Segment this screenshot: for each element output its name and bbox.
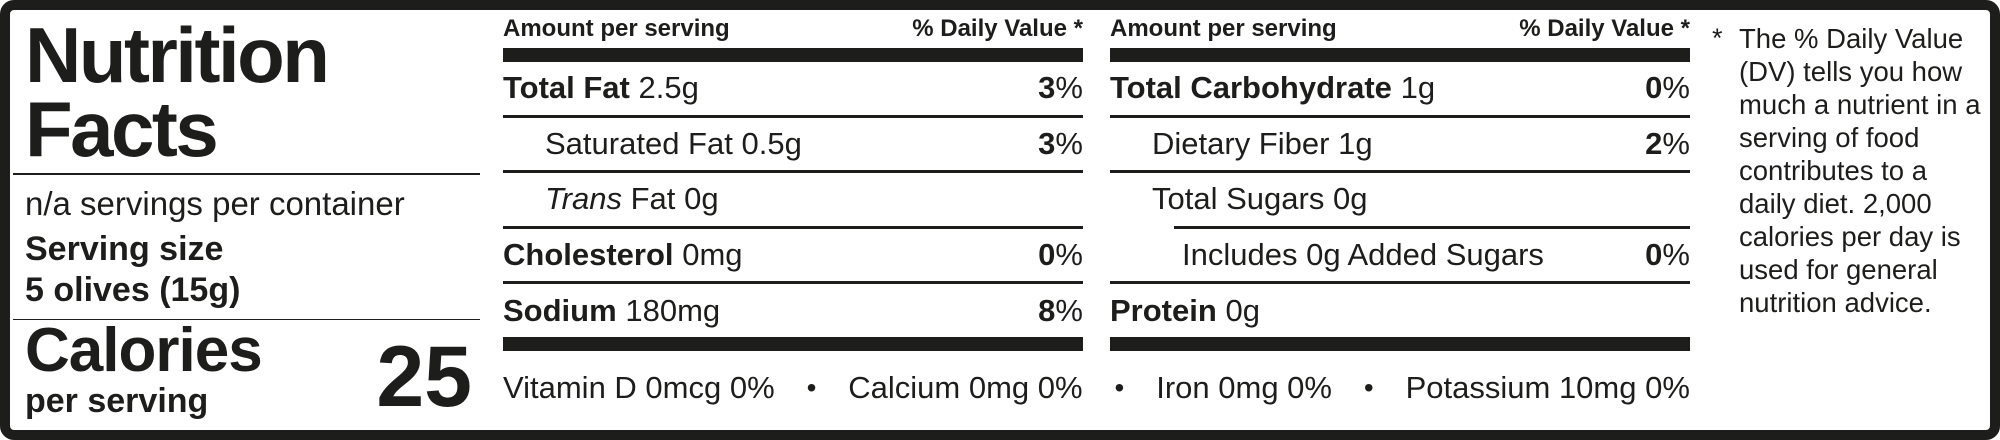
nutrient-amount: 1g (1400, 70, 1436, 106)
title-line-2: Facts (25, 85, 219, 174)
servings-per-container: n/a servings per container (25, 184, 405, 222)
daily-value: 2% (1645, 125, 1690, 161)
nutrient-name: Saturated Fat (545, 125, 733, 161)
nutrient-amount: 180mg (625, 292, 721, 328)
nutrient-row-dietary-fiber: Dietary Fiber 1g 2% (1110, 118, 1690, 171)
daily-value: 0% (1038, 237, 1083, 273)
nutrient-row-total-carbohydrate: Total Carbohydrate 1g 0% (1110, 62, 1690, 115)
nutrient-row-added-sugars: Includes 0g Added Sugars 0% (1110, 229, 1690, 282)
nutrient-amount: 0mg (682, 237, 743, 273)
divider-indented (1174, 225, 1690, 229)
footnote-asterisk: * (1712, 23, 1723, 53)
daily-value: 0% (1645, 237, 1690, 273)
nutrient-column-carb-protein: Amount per serving % Daily Value * Total… (1110, 10, 1690, 351)
calories-sublabel: per serving (25, 382, 209, 421)
nutrient-name: Cholesterol (503, 237, 674, 273)
title-line-1: Nutrition (25, 11, 330, 99)
divider (503, 281, 1083, 285)
nutrient-columns: Amount per serving % Daily Value * Total… (503, 10, 1690, 351)
nutrient-row-cholesterol: Cholesterol 0mg 0% (503, 229, 1083, 282)
thick-bar (503, 48, 1083, 62)
nutrient-amount: 0g (684, 181, 719, 217)
nutrient-row-saturated-fat: Saturated Fat 0.5g 3% (503, 118, 1083, 171)
divider (503, 114, 1083, 118)
divider (1110, 170, 1690, 174)
calories-labels: Calories per serving (25, 316, 263, 421)
nutrient-name: Includes 0g Added Sugars (1182, 237, 1544, 273)
nutrient-name: Protein (1110, 292, 1217, 328)
thick-bar (503, 336, 1083, 351)
daily-value-footnote: * The % Daily Value (DV) tells you how m… (1700, 10, 1990, 430)
nutrient-row-sodium: Sodium 180mg 8% (503, 284, 1083, 337)
divider (503, 170, 1083, 174)
nutrients-section: Amount per serving % Daily Value * Total… (490, 10, 1700, 430)
amount-per-serving-header: Amount per serving (1110, 15, 1337, 42)
nutrient-name: Fat (630, 181, 676, 217)
thick-bar (1110, 48, 1690, 62)
nutrient-amount: 0g (1333, 181, 1368, 217)
nutrient-amount: 0g (1225, 292, 1260, 328)
thick-bar (1110, 336, 1690, 351)
micronutrient-vitamin-d: Vitamin D 0mcg 0% (503, 369, 775, 405)
daily-value: 3% (1038, 125, 1083, 161)
divider (1110, 114, 1690, 118)
label-identity-section: Nutrition Facts n/a servings per contain… (10, 10, 490, 430)
nutrient-column-fat-sodium: Amount per serving % Daily Value * Total… (503, 10, 1083, 351)
nutrient-row-trans-fat: Trans Fat 0g (503, 173, 1083, 226)
nutrient-name-italic: Trans (545, 181, 622, 217)
nutrient-amount: 0.5g (741, 125, 802, 161)
divider (1110, 281, 1690, 285)
nutrient-row-protein: Protein 0g (1110, 284, 1690, 337)
micronutrient-iron: Iron 0mg 0% (1156, 369, 1332, 405)
micronutrient-potassium: Potassium 10mg 0% (1405, 369, 1690, 405)
calories-row: Calories per serving 25 (25, 320, 478, 422)
nutrient-amount: 2.5g (638, 70, 699, 106)
micronutrient-calcium: Calcium 0mg 0% (848, 369, 1083, 405)
calories-value: 25 (376, 328, 472, 425)
page-title: Nutrition Facts (25, 11, 478, 174)
footnote-text: The % Daily Value (DV) tells you how muc… (1739, 23, 1981, 318)
nutrient-amount: 1g (1338, 125, 1373, 161)
daily-value: 3% (1038, 70, 1083, 106)
nutrient-row-total-sugars: Total Sugars 0g (1110, 173, 1690, 226)
column-header: Amount per serving % Daily Value * (1110, 10, 1690, 48)
calories-label: Calories (25, 316, 263, 386)
bullet-separator: • (1363, 371, 1374, 403)
divider (503, 225, 1083, 229)
micronutrients-row: Vitamin D 0mcg 0% • Calcium 0mg 0% • Iro… (503, 351, 1690, 430)
bullet-separator: • (1114, 371, 1125, 403)
nutrient-name: Total Carbohydrate (1110, 70, 1392, 106)
divider (13, 318, 480, 321)
nutrient-name: Total Sugars (1152, 181, 1325, 217)
nutrient-row-total-fat: Total Fat 2.5g 3% (503, 62, 1083, 115)
daily-value-header: % Daily Value * (1519, 15, 1690, 42)
serving-size-label: Serving size (25, 229, 224, 268)
column-header: Amount per serving % Daily Value * (503, 10, 1083, 48)
daily-value: 8% (1038, 292, 1083, 328)
daily-value-header: % Daily Value * (912, 15, 1083, 42)
divider (13, 173, 480, 175)
daily-value: 0% (1645, 70, 1690, 106)
amount-per-serving-header: Amount per serving (503, 15, 730, 42)
nutrient-name: Dietary Fiber (1152, 125, 1330, 161)
nutrient-name: Total Fat (503, 70, 630, 106)
nutrient-name: Sodium (503, 292, 617, 328)
bullet-separator: • (806, 371, 817, 403)
serving-size-value: 5 olives (15g) (25, 270, 241, 309)
